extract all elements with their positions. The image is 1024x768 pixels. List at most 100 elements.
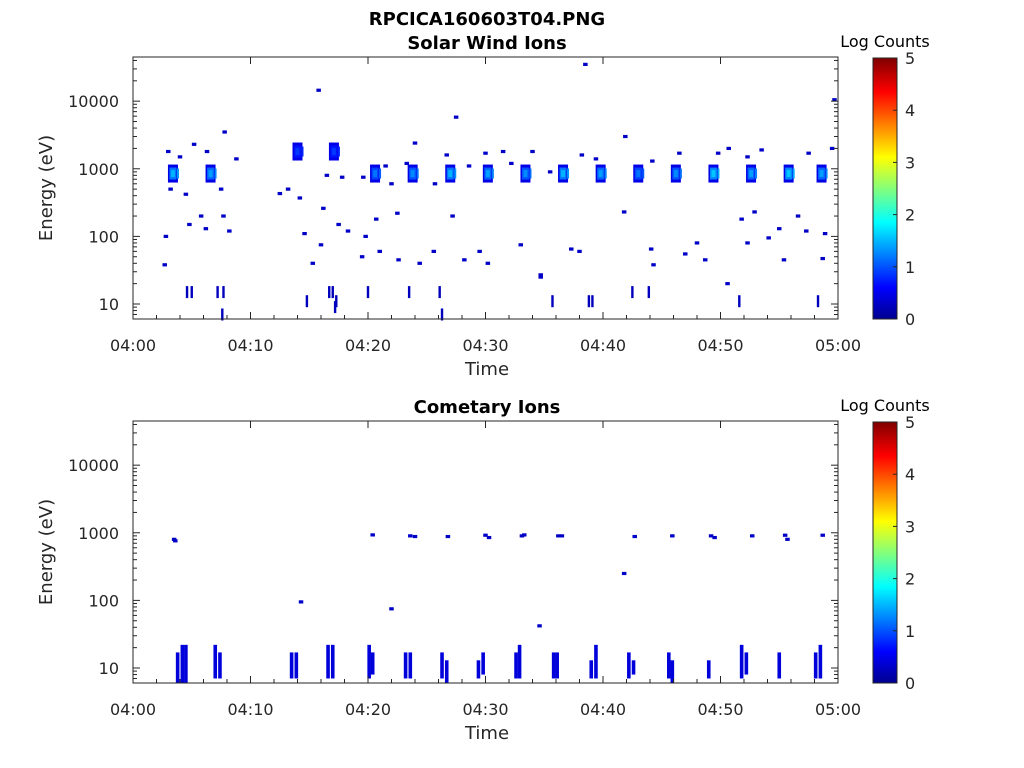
data-burst <box>292 142 304 161</box>
burst-edge <box>642 168 645 179</box>
burst-core <box>485 170 490 178</box>
data-column <box>589 660 594 679</box>
burst-edge <box>491 168 494 179</box>
data-column <box>330 644 335 679</box>
plot-area <box>133 57 838 319</box>
data-point <box>759 148 764 152</box>
burst-core <box>749 170 754 178</box>
data-bar <box>366 286 370 299</box>
data-bar <box>816 295 820 308</box>
x-tick-label: 05:00 <box>815 336 861 355</box>
data-point <box>203 227 209 231</box>
data-column <box>670 660 675 683</box>
y-tick-label: 10000 <box>68 456 119 475</box>
x-tick-label: 04:20 <box>345 700 391 719</box>
data-column <box>631 660 636 675</box>
data-point <box>795 214 801 218</box>
data-burst <box>445 164 457 183</box>
data-point <box>450 214 455 218</box>
data-point <box>298 600 304 604</box>
figure-title: RPCICA160603T04.PNG <box>369 9 605 30</box>
data-point <box>321 206 326 210</box>
data-column <box>627 652 631 679</box>
data-point <box>677 151 682 155</box>
data-point <box>166 149 171 154</box>
data-point <box>318 243 324 247</box>
data-column <box>739 644 744 679</box>
x-axis-label: Time <box>464 723 509 744</box>
burst-edge <box>337 146 340 157</box>
data-point <box>361 175 366 179</box>
data-burst <box>708 164 720 183</box>
x-tick-label: 04:40 <box>580 336 626 355</box>
data-point <box>412 534 418 539</box>
data-column <box>180 644 185 683</box>
burst-core <box>295 148 300 156</box>
data-point <box>168 187 173 191</box>
data-point <box>683 252 688 256</box>
burst-edge <box>567 168 570 179</box>
x-axis-label: Time <box>464 359 509 380</box>
colorbar-tick-label: 2 <box>905 570 915 589</box>
data-point <box>444 153 449 157</box>
data-point <box>445 534 451 539</box>
data-point <box>486 535 492 540</box>
data-point <box>804 229 809 233</box>
burst-edge <box>454 168 457 179</box>
data-point <box>310 261 316 265</box>
data-column <box>551 652 556 679</box>
data-point <box>277 191 283 196</box>
x-tick-label: 04:20 <box>345 336 391 355</box>
data-point <box>749 534 755 538</box>
data-point <box>183 192 189 196</box>
burst-edge <box>176 168 179 179</box>
data-point <box>708 534 714 538</box>
data-point <box>485 261 491 265</box>
data-column <box>777 652 782 679</box>
data-bar <box>407 286 411 299</box>
colorbar-tick-label: 4 <box>905 101 915 120</box>
data-bar <box>328 286 331 299</box>
burst-edge <box>825 168 828 179</box>
data-point <box>820 256 825 261</box>
data-point <box>339 175 345 179</box>
data-point <box>187 222 192 227</box>
data-point <box>518 243 523 247</box>
data-bar <box>438 286 441 299</box>
colorbar-gradient <box>872 421 898 684</box>
data-point <box>302 231 307 236</box>
y-tick-label: 1000 <box>78 160 119 179</box>
data-column <box>218 652 222 679</box>
burst-core <box>819 170 824 178</box>
x-tick-label: 04:50 <box>697 700 743 719</box>
data-point <box>547 170 553 174</box>
data-burst <box>746 164 758 183</box>
data-column <box>294 652 299 679</box>
data-point <box>670 534 675 538</box>
data-point <box>234 157 239 161</box>
data-point <box>431 249 437 253</box>
data-column <box>175 652 180 683</box>
data-point <box>285 187 291 191</box>
data-point <box>204 149 210 154</box>
data-bar <box>190 286 193 299</box>
burst-edge <box>792 168 795 179</box>
data-bar <box>221 308 224 321</box>
burst-edge <box>301 146 304 157</box>
data-point <box>370 533 375 537</box>
x-tick-label: 04:00 <box>110 700 156 719</box>
burst-core <box>786 170 791 178</box>
data-bar <box>587 295 591 308</box>
panel-title: Solar Wind Ions <box>407 33 566 54</box>
data-point <box>221 214 226 218</box>
data-point <box>363 234 368 238</box>
data-column <box>444 660 449 683</box>
burst-edge <box>604 168 607 179</box>
data-column <box>184 644 188 683</box>
data-point <box>198 214 204 218</box>
data-point <box>752 210 757 214</box>
data-point <box>712 535 717 540</box>
colorbar-tick-label: 0 <box>905 674 915 693</box>
